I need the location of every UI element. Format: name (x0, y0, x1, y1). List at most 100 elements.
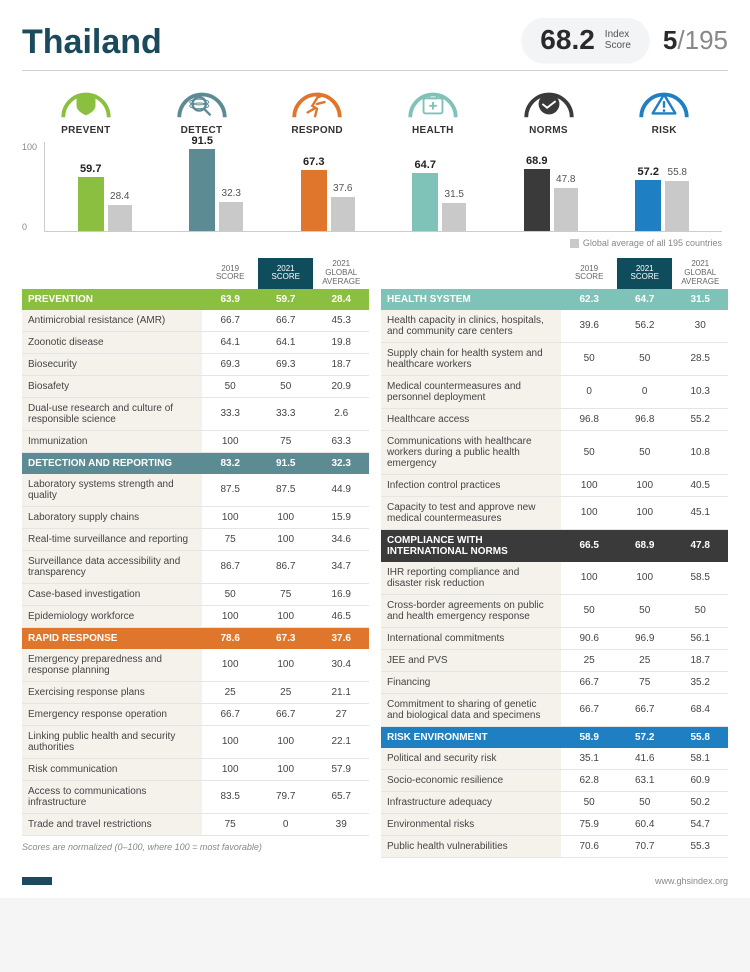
table-row: Commitment to sharing of genetic and bio… (381, 693, 728, 726)
table-row: International commitments 90.696.956.1 (381, 627, 728, 649)
category-label: RESPOND (291, 125, 343, 136)
chart-legend: Global average of all 195 countries (22, 238, 722, 248)
score-bar: 57.2 (635, 180, 661, 231)
category-prevent: PREVENT (28, 85, 144, 136)
table-row: Medical countermeasures and personnel de… (381, 375, 728, 408)
score-bar: 91.5 (189, 149, 215, 231)
report-page: Thailand 68.2 IndexScore 5/195 PREVENT D… (0, 0, 750, 898)
score-bar: 67.3 (301, 170, 327, 231)
table-row: Dual-use research and culture of respons… (22, 397, 369, 430)
table-row: Zoonotic disease 64.164.119.8 (22, 331, 369, 353)
category-label: PREVENT (61, 125, 110, 136)
bar-pair: 59.7 28.4 (49, 177, 161, 231)
table-row: Laboratory supply chains 10010015.9 (22, 506, 369, 528)
left-column: 2019SCORE2021SCORE2021GLOBALAVERAGE PREV… (22, 258, 369, 857)
table-row: JEE and PVS 252518.7 (381, 649, 728, 671)
table-row: Infection control practices 10010040.5 (381, 474, 728, 496)
table-row: Case-based investigation 507516.9 (22, 583, 369, 605)
section-header: RAPID RESPONSE 78.667.337.6 (22, 627, 369, 649)
avg-bar: 55.8 (665, 181, 689, 231)
table-row: Exercising response plans 252521.1 (22, 681, 369, 703)
avg-bar: 28.4 (108, 205, 132, 231)
rank: 5/195 (663, 25, 728, 56)
bar-pair: 68.9 47.8 (495, 169, 607, 231)
category-label: HEALTH (412, 125, 454, 136)
table-row: Epidemiology workforce 10010046.5 (22, 605, 369, 627)
search-icon (173, 85, 231, 121)
table-row: Environmental risks 75.960.454.7 (381, 813, 728, 835)
score-bar: 64.7 (412, 173, 438, 231)
table-row: Immunization 1007563.3 (22, 430, 369, 452)
index-score-pill: 68.2 IndexScore (522, 18, 649, 62)
bar-pair: 91.5 32.3 (161, 149, 273, 231)
footer-url: www.ghsindex.org (655, 876, 728, 886)
warn-icon (635, 85, 693, 121)
bar-pair: 67.3 37.6 (272, 170, 384, 231)
table-row: Trade and travel restrictions 75039 (22, 813, 369, 835)
right-table: 2019SCORE2021SCORE2021GLOBALAVERAGE HEAL… (381, 258, 728, 857)
table-row: IHR reporting compliance and disaster ri… (381, 562, 728, 595)
avg-bar: 47.8 (554, 188, 578, 231)
header: Thailand 68.2 IndexScore 5/195 (22, 18, 728, 71)
table-row: Access to communications infrastructure … (22, 780, 369, 813)
table-header: 2019SCORE2021SCORE2021GLOBALAVERAGE (22, 258, 369, 288)
table-row: Health capacity in clinics, hospitals, a… (381, 310, 728, 343)
avg-bar: 37.6 (331, 197, 355, 231)
table-row: Capacity to test and approve new medical… (381, 496, 728, 529)
table-row: Laboratory systems strength and quality … (22, 474, 369, 507)
y-axis: 1000 (22, 142, 37, 232)
table-row: Emergency response operation 66.766.727 (22, 703, 369, 725)
section-header: HEALTH SYSTEM 62.364.731.5 (381, 289, 728, 310)
handshake-icon (520, 85, 578, 121)
table-row: Communications with healthcare workers d… (381, 430, 728, 474)
table-row: Political and security risk 35.141.658.1 (381, 748, 728, 770)
run-icon (288, 85, 346, 121)
table-row: Emergency preparedness and response plan… (22, 649, 369, 682)
table-row: Antimicrobial resistance (AMR) 66.766.74… (22, 310, 369, 332)
category-icons-row: PREVENT DETECT RESPOND HEALTH NORMS RISK (22, 85, 728, 136)
table-row: Surveillance data accessibility and tran… (22, 550, 369, 583)
shield-icon (57, 85, 115, 121)
category-label: NORMS (529, 125, 568, 136)
tables-wrap: 2019SCORE2021SCORE2021GLOBALAVERAGE PREV… (22, 258, 728, 857)
chart-area: 59.7 28.4 91.5 32.3 67.3 37.6 64.7 31.5 … (44, 142, 722, 232)
footnote: Scores are normalized (0–100, where 100 … (22, 842, 369, 852)
category-norms: NORMS (491, 85, 607, 136)
table-row: Linking public health and security autho… (22, 725, 369, 758)
table-row: Biosafety 505020.9 (22, 375, 369, 397)
footer-accent (22, 877, 52, 885)
category-label: RISK (652, 125, 677, 136)
table-row: Financing 66.77535.2 (381, 671, 728, 693)
footer: www.ghsindex.org (22, 876, 728, 886)
kit-icon (404, 85, 462, 121)
bar-pair: 57.2 55.8 (607, 180, 719, 231)
right-column: 2019SCORE2021SCORE2021GLOBALAVERAGE HEAL… (381, 258, 728, 857)
bar-pair: 64.7 31.5 (384, 173, 496, 231)
avg-bar: 31.5 (442, 203, 466, 231)
score-bar: 68.9 (524, 169, 550, 231)
section-header: PREVENTION 63.959.728.4 (22, 289, 369, 310)
category-risk: RISK (606, 85, 722, 136)
table-row: Biosecurity 69.369.318.7 (22, 353, 369, 375)
score-bar: 59.7 (78, 177, 104, 231)
category-detect: DETECT (144, 85, 260, 136)
left-table: 2019SCORE2021SCORE2021GLOBALAVERAGE PREV… (22, 258, 369, 835)
table-header: 2019SCORE2021SCORE2021GLOBALAVERAGE (381, 258, 728, 288)
table-row: Real-time surveillance and reporting 751… (22, 528, 369, 550)
table-row: Cross-border agreements on public and he… (381, 594, 728, 627)
table-row: Risk communication 10010057.9 (22, 758, 369, 780)
table-row: Public health vulnerabilities 70.670.755… (381, 835, 728, 857)
section-header: DETECTION AND REPORTING 83.291.532.3 (22, 452, 369, 474)
index-score: 68.2 (540, 24, 595, 56)
category-respond: RESPOND (259, 85, 375, 136)
category-health: HEALTH (375, 85, 491, 136)
table-row: Infrastructure adequacy 505050.2 (381, 791, 728, 813)
section-header: RISK ENVIRONMENT 58.957.255.8 (381, 726, 728, 748)
index-score-label: IndexScore (605, 29, 631, 51)
table-row: Healthcare access 96.896.855.2 (381, 408, 728, 430)
bar-chart: 1000 59.7 28.4 91.5 32.3 67.3 37.6 64.7 … (22, 142, 728, 232)
table-row: Socio-economic resilience 62.863.160.9 (381, 769, 728, 791)
legend-swatch (570, 239, 579, 248)
avg-bar: 32.3 (219, 202, 243, 231)
country-title: Thailand (22, 23, 162, 62)
